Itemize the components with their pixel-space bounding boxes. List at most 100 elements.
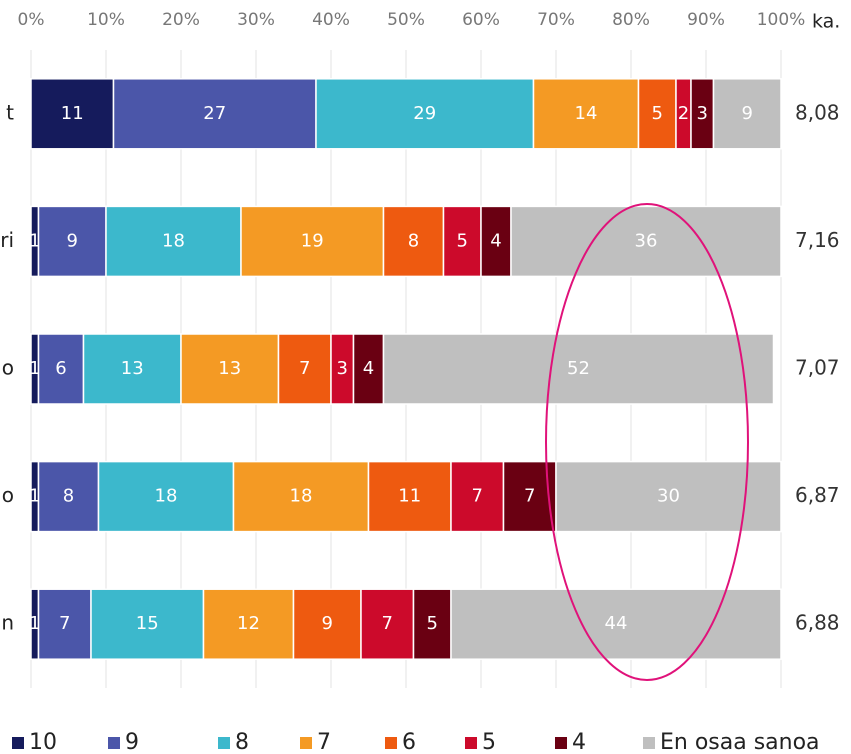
legend-label: 10 [29, 730, 57, 754]
data-label: 6 [55, 358, 66, 379]
x-tick-label: 100% [757, 10, 806, 30]
category-label: n [1, 611, 14, 635]
data-label: 52 [567, 358, 590, 379]
x-tick-label: 30% [237, 10, 275, 30]
legend-swatch [555, 737, 567, 749]
legend-label: 9 [125, 730, 139, 754]
bar-segment [510, 205, 782, 278]
legend-swatch [385, 737, 397, 749]
data-label: 7 [299, 358, 310, 379]
x-tick-label: 40% [312, 10, 350, 30]
data-label: 11 [398, 486, 421, 507]
bar-segment [352, 333, 385, 405]
bar-segment [450, 460, 505, 533]
legend-label: En osaa sanoa [660, 730, 820, 754]
data-label: 1 [29, 230, 40, 251]
data-label: 1 [29, 486, 40, 507]
data-label: 13 [121, 358, 144, 379]
data-label: 5 [427, 613, 438, 634]
data-label: 29 [413, 103, 436, 124]
category-label: o [2, 356, 14, 380]
average-label: 7,16 [795, 228, 840, 252]
x-tick-label: 20% [162, 10, 200, 30]
data-label: 18 [290, 486, 313, 507]
x-tick-label: 0% [18, 10, 45, 30]
legend-swatch [643, 737, 655, 749]
legend-swatch [218, 737, 230, 749]
legend-label: 7 [317, 730, 331, 754]
legend-label: 4 [572, 730, 586, 754]
bar-segment [412, 588, 452, 660]
x-tick-label: 50% [387, 10, 425, 30]
data-label: 5 [457, 230, 468, 251]
data-label: 1 [29, 358, 40, 379]
average-label: 8,08 [795, 100, 840, 124]
legend-swatch [300, 737, 312, 749]
bar-segment [30, 78, 115, 150]
data-label: 9 [742, 103, 753, 124]
legend-label: 6 [402, 730, 416, 754]
data-label: 12 [237, 613, 260, 634]
data-label: 44 [605, 613, 628, 634]
x-tick-label: 70% [537, 10, 575, 30]
bar-segment [360, 588, 415, 660]
data-label: 15 [136, 613, 159, 634]
bar-segment [37, 333, 85, 405]
bar-segment [555, 460, 782, 533]
data-label: 36 [635, 230, 658, 251]
data-label: 19 [301, 230, 324, 251]
data-label: 18 [162, 230, 185, 251]
data-label: 1 [29, 613, 40, 634]
bar-segment [240, 205, 385, 278]
data-label: 27 [203, 103, 226, 124]
bar-segment [112, 78, 317, 150]
data-label: 4 [490, 230, 501, 251]
data-label: 3 [337, 358, 348, 379]
x-tick-label: 80% [612, 10, 650, 30]
data-label: 18 [155, 486, 178, 507]
bar-segment [97, 460, 235, 533]
bar-segment [532, 78, 640, 150]
bar-segment [232, 460, 370, 533]
data-label: 11 [61, 103, 84, 124]
average-label: 7,07 [795, 356, 840, 380]
category-label: o [2, 483, 14, 507]
data-label: 14 [575, 103, 598, 124]
data-label: 9 [67, 230, 78, 251]
category-label: ri [0, 228, 14, 252]
highlight-ellipse [545, 203, 749, 681]
bar-segment [382, 333, 775, 405]
data-label: 8 [408, 230, 419, 251]
data-label: 30 [657, 486, 680, 507]
average-header: ka. [812, 11, 840, 33]
bar-segment [442, 205, 482, 278]
bars: 11 27 29 14 5 2 3 91 9 18 19 8 5 4 361 6 13 13 7 3 4 521 8 18 18… [29, 78, 782, 660]
bar-segment [367, 460, 452, 533]
x-tick-label: 90% [687, 10, 725, 30]
data-label: 2 [678, 103, 689, 124]
legend-swatch [12, 737, 24, 749]
average-label: 6,88 [795, 611, 840, 635]
bar-segment [37, 460, 100, 533]
data-label: 7 [382, 613, 393, 634]
x-tick-label: 60% [462, 10, 500, 30]
bar-segment [202, 588, 295, 660]
bar-segment [105, 205, 242, 278]
bar-segment [712, 78, 782, 150]
legend-label: 5 [482, 730, 496, 754]
bar-segment [37, 588, 92, 660]
average-label: 6,87 [795, 483, 840, 507]
data-label: 3 [697, 103, 708, 124]
bar-segment [382, 205, 445, 278]
data-label: 8 [63, 486, 74, 507]
bar-segment [637, 78, 677, 150]
data-label: 4 [363, 358, 374, 379]
bar-segment [450, 588, 782, 660]
category-label: t [6, 100, 14, 124]
legend-swatch [108, 737, 120, 749]
data-label: 7 [524, 486, 535, 507]
data-label: 7 [472, 486, 483, 507]
legend-swatch [465, 737, 477, 749]
data-label: 9 [322, 613, 333, 634]
